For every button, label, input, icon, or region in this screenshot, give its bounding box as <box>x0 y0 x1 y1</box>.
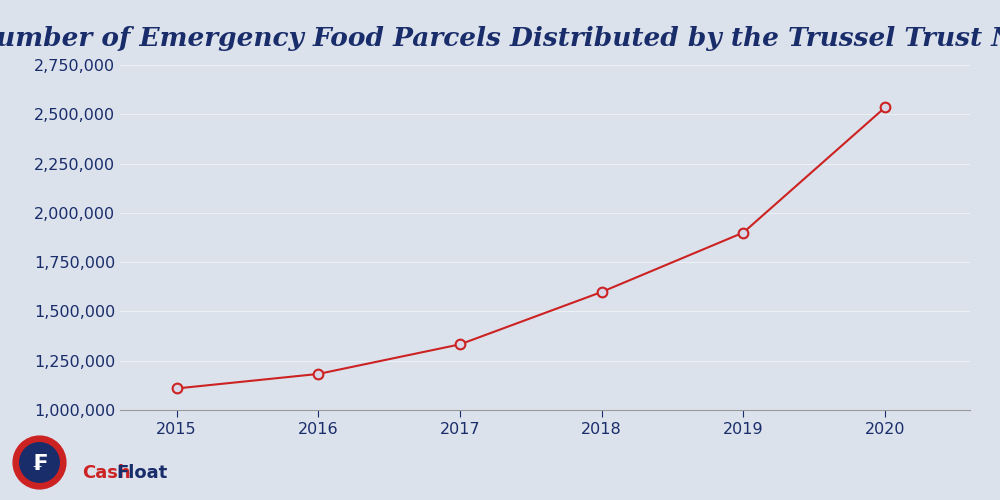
Text: Cash: Cash <box>82 464 131 481</box>
Title: Number of Emergency Food Parcels Distributed by the Trussel Trust Network: Number of Emergency Food Parcels Distrib… <box>0 26 1000 50</box>
Circle shape <box>13 436 66 489</box>
Text: ₣: ₣ <box>32 454 47 473</box>
Circle shape <box>20 442 59 482</box>
Text: Float: Float <box>116 464 167 481</box>
